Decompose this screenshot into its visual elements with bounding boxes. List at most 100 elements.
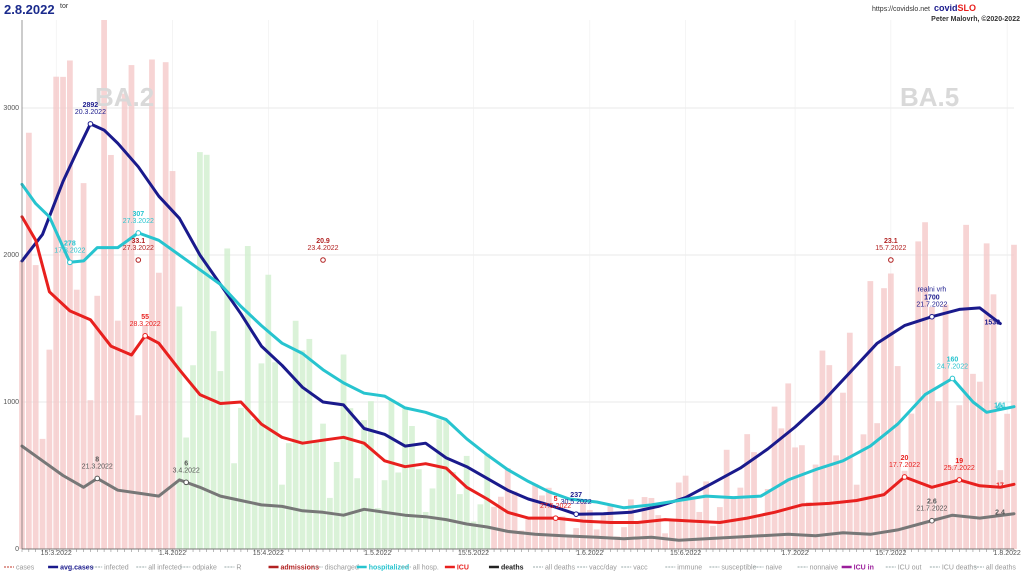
case-bar [997, 470, 1004, 549]
case-bar [53, 76, 60, 550]
wave-label-right: BA.5 [900, 82, 959, 112]
series-line-icu [20, 215, 1016, 524]
case-bar [826, 365, 833, 549]
case-bar [292, 320, 299, 549]
annotation-value: 161 [994, 403, 1006, 410]
case-bar [805, 501, 812, 549]
case-bar [217, 371, 224, 549]
annotation-marker [135, 230, 142, 236]
case-bar [210, 331, 217, 549]
case-bar [46, 349, 53, 549]
case-bar [1004, 413, 1011, 549]
case-bar [846, 332, 853, 549]
legend-label: cases [16, 565, 35, 572]
x-tick-label: 1.5.2022 [364, 550, 391, 557]
legend-label: vacc [633, 565, 648, 572]
series-line-hospitalized [20, 182, 1016, 510]
case-bar [976, 381, 983, 549]
case-bar [990, 294, 997, 549]
case-bar [306, 338, 313, 549]
annotation-value: 33.1 [131, 238, 145, 245]
annotation-date: 3.4.2022 [173, 467, 200, 474]
case-bar [39, 438, 46, 549]
case-bar [244, 246, 251, 549]
annotation-value: 20.9 [316, 238, 330, 245]
case-bar [504, 468, 511, 549]
case-bar [176, 306, 183, 549]
annotation-value: 17 [996, 482, 1004, 489]
header-url: https://covidslo.net [872, 6, 930, 13]
x-tick-label: 15.7.2022 [875, 550, 906, 557]
case-bar [313, 441, 320, 549]
annotation-value: 307 [132, 211, 144, 218]
annotation-marker [142, 333, 148, 339]
case-bar [238, 407, 244, 549]
legend-label: ICU [457, 565, 469, 572]
header-brand: covidSLO [934, 3, 976, 13]
case-bar [436, 419, 443, 549]
case-bar [648, 497, 655, 549]
case-bar [251, 419, 258, 549]
case-bar [224, 248, 231, 549]
annotation-date: 21.3.2022 [82, 463, 113, 470]
annotation-marker [135, 257, 142, 263]
case-bar [197, 152, 203, 549]
case-bar [867, 281, 874, 549]
series-line-avg-cases [20, 122, 1002, 516]
case-bar [696, 511, 703, 549]
case-bar [258, 363, 265, 549]
annotation-marker [552, 515, 559, 521]
case-bar [73, 289, 80, 549]
case-bar [272, 362, 279, 549]
annotation-value: 1533 [985, 320, 1001, 327]
case-bar [518, 530, 525, 549]
annotation-value: 41 [996, 405, 1004, 412]
case-bar [881, 288, 887, 549]
case-bar [279, 484, 285, 549]
legend-label: immune [677, 565, 702, 572]
x-tick-label: 1.8.2022 [994, 550, 1021, 557]
case-bar [901, 470, 908, 549]
case-bar [778, 428, 785, 549]
annotation-marker [929, 313, 935, 320]
case-bar [614, 536, 621, 549]
legend-label: infected [104, 565, 129, 572]
legend-label: ICU deaths [942, 565, 978, 572]
case-bar [785, 383, 792, 549]
case-bar [340, 354, 347, 549]
annotation-marker [949, 375, 956, 382]
legend-label: deaths [501, 565, 524, 572]
case-bar [908, 413, 915, 549]
case-bar [703, 481, 710, 549]
case-bar [566, 535, 573, 549]
case-bar [628, 499, 634, 549]
case-bar [80, 183, 87, 549]
case-bar [374, 508, 381, 549]
header-brand-b: SLO [958, 3, 977, 13]
header-brand-a: covid [934, 3, 958, 13]
annotation-date: 15.7.2022 [875, 245, 906, 252]
annotation-value: 2892 [83, 102, 99, 109]
case-bar [929, 306, 935, 549]
x-tick-label: 15.5.2022 [458, 550, 489, 557]
case-bar [183, 437, 190, 549]
case-bar [580, 501, 586, 549]
case-bar [443, 420, 450, 549]
series-line-deaths [20, 444, 1016, 542]
annotation-date: 30.5.2022 [561, 499, 592, 506]
annotation-marker [320, 257, 326, 263]
annotation-date: 25.7.2022 [944, 465, 975, 472]
annotation-value: 237 [570, 492, 582, 499]
case-bar [1011, 244, 1017, 549]
x-tick-label: 1.6.2022 [576, 550, 603, 557]
y-tick-label: 1000 [3, 399, 19, 406]
case-bar [874, 423, 881, 549]
legend-label: hospitalized [369, 565, 409, 572]
legend-label: nonnaive [810, 565, 839, 572]
case-bar [60, 76, 66, 549]
annotation-date: 27.3.2022 [123, 218, 154, 225]
case-bar [682, 475, 689, 549]
case-bar [634, 523, 641, 549]
annotation-date: 27.5.2022 [540, 503, 571, 510]
